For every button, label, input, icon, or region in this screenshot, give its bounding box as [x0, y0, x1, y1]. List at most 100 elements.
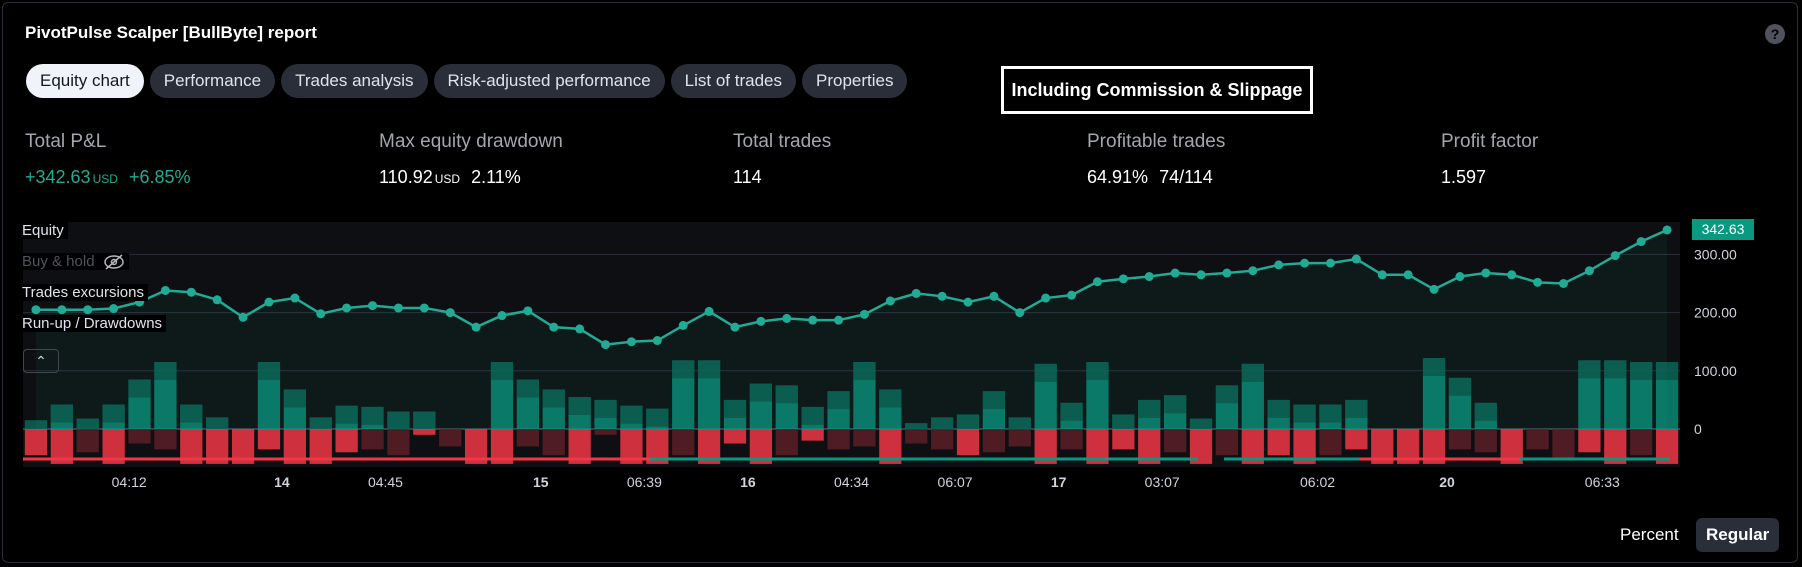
equity-point [1325, 258, 1335, 268]
drawdown-bar [464, 429, 488, 464]
runup-bar-cap [76, 418, 99, 429]
drawdown-bar [1345, 429, 1368, 450]
runup-bar-cap [1086, 362, 1109, 381]
runup-bar-cap [646, 408, 669, 427]
x-tick-label: 16 [740, 474, 756, 490]
percent-button[interactable]: Percent [1620, 525, 1679, 544]
stat-label: Profit factor [1441, 131, 1539, 152]
dd-unit: USD [434, 172, 461, 186]
equity-point [678, 320, 688, 330]
x-tick-label: 06:02 [1300, 474, 1335, 490]
runup-bar-cap [361, 406, 384, 425]
equity-point [1558, 279, 1568, 288]
drawdown-bar [1267, 429, 1290, 456]
runup-bar-cap [1189, 418, 1213, 429]
equity-point [1196, 270, 1206, 280]
eye-crossed-icon[interactable] [103, 254, 125, 270]
commission-note: Including Commission & Slippage [1001, 66, 1313, 114]
equity-point [756, 316, 766, 326]
equity-point [1584, 266, 1594, 276]
legend-runup-drawdowns[interactable]: Run-up / Drawdowns [18, 315, 167, 333]
runup-bar-cap [1112, 414, 1135, 429]
equity-point [1274, 260, 1284, 270]
equity-point [1170, 268, 1180, 278]
runup-bar-cap [672, 360, 695, 379]
equity-point [1429, 284, 1439, 294]
equity-point [368, 301, 378, 311]
runup-bar-cap [1215, 385, 1239, 404]
drawdown-bar [231, 429, 255, 464]
runup-bar-cap [206, 417, 229, 429]
tab-performance[interactable]: Performance [149, 64, 276, 98]
runup-bar-cap [775, 385, 798, 404]
drawdown-bar [516, 429, 540, 447]
drawdown-bar [1215, 429, 1239, 456]
drawdown-bar [1163, 429, 1187, 453]
equity-point [1222, 268, 1232, 278]
runup-bar-cap [413, 411, 436, 429]
drawdown-bar [1526, 429, 1549, 450]
equity-point [264, 297, 274, 307]
runup-bar-cap [1655, 362, 1679, 381]
equity-point [160, 285, 170, 295]
runup-bar-cap [154, 362, 177, 381]
x-tick-label: 06:39 [627, 474, 662, 490]
equity-point [238, 312, 248, 322]
tab-list-of-trades[interactable]: List of trades [670, 64, 796, 98]
legend-buy-hold[interactable]: Buy & hold [18, 253, 129, 271]
runup-bar-cap [905, 423, 928, 429]
drawdown-bar [76, 429, 99, 453]
stat-label: Max equity drawdown [379, 131, 563, 152]
drawdown-bar [1241, 429, 1264, 464]
equity-point [808, 315, 818, 325]
drawdown-bar [620, 429, 643, 464]
runup-bar-cap [1267, 399, 1290, 418]
stat-max-drawdown: Max equity drawdown 110.92 USD 2.11% [379, 131, 563, 188]
tab-equity-chart[interactable]: Equity chart [26, 64, 144, 98]
runup-bar-cap [620, 405, 643, 424]
drawdown-bar [1319, 429, 1342, 456]
tab-properties[interactable]: Properties [802, 64, 908, 98]
runup-bar-cap [102, 404, 125, 423]
drawdown-bar [1293, 429, 1316, 464]
legend-equity[interactable]: Equity [18, 222, 68, 240]
question-icon[interactable]: ? [1765, 24, 1785, 44]
x-tick-label: 04:12 [112, 474, 147, 490]
stat-value: +342.63 USD +6.85% [25, 167, 191, 188]
runup-bar-cap [956, 414, 980, 429]
y-tick-label: 0 [1694, 421, 1702, 437]
runup-bar-cap [879, 389, 902, 408]
equity-point [989, 291, 999, 301]
drawdown-bar [723, 429, 747, 444]
drawdown-bar [1397, 429, 1420, 464]
x-tick-label: 06:07 [938, 474, 973, 490]
equity-point [730, 322, 740, 332]
equity-point [1610, 251, 1620, 261]
drawdown-bar [1086, 429, 1109, 464]
runup-bar-cap [309, 417, 332, 429]
equity-point [704, 306, 714, 316]
runup-bar-cap [490, 362, 514, 381]
x-tick-label: 17 [1051, 474, 1067, 490]
collapse-legend-button[interactable]: ⌃ [23, 349, 59, 373]
equity-point [57, 305, 67, 315]
tab-trades-analysis[interactable]: Trades analysis [281, 64, 428, 98]
tab-risk-adjusted[interactable]: Risk-adjusted performance [433, 64, 665, 98]
drawdown-bar [1552, 429, 1575, 459]
runup-bar-cap [1474, 402, 1497, 421]
legend-trades-excursions[interactable]: Trades excursions [18, 284, 148, 302]
legend-excursions-label: Trades excursions [18, 284, 148, 301]
equity-point [497, 311, 507, 321]
runup-bar-cap [1578, 360, 1601, 379]
regular-button[interactable]: Regular [1696, 518, 1780, 552]
equity-point [1455, 272, 1465, 282]
drawdown-bar [50, 429, 73, 464]
runup-bar-cap [516, 379, 540, 398]
equity-point [937, 291, 947, 301]
runup-bar-cap [180, 404, 203, 423]
drawdown-bar [413, 429, 436, 435]
pnl-percent: +6.85% [128, 167, 191, 187]
equity-point [523, 306, 533, 316]
runup-bar-cap [827, 391, 850, 410]
